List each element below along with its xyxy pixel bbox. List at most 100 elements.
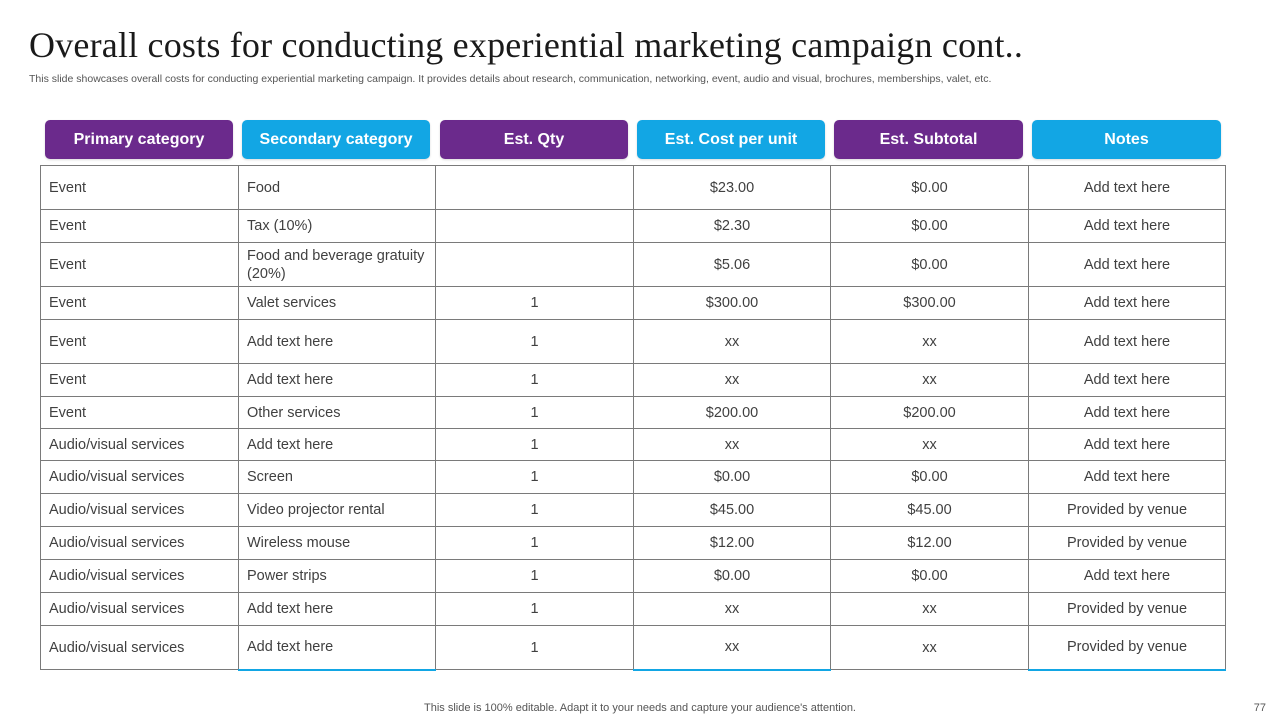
cell-primary-category: Event: [40, 242, 239, 287]
slide-title: Overall costs for conducting experientia…: [29, 25, 1024, 65]
cell-primary-category: Audio/visual services: [40, 559, 239, 593]
cell-est-cost-per-unit: xx: [633, 625, 831, 671]
header-est-cost-per-unit: Est. Cost per unit: [637, 120, 825, 159]
header-est-qty: Est. Qty: [440, 120, 628, 159]
cell-est-qty: [435, 242, 634, 287]
cell-est-qty: 1: [435, 493, 634, 527]
table-row: Audio/visual services Video projector ren…: [40, 493, 1226, 527]
cell-primary-category: Event: [40, 165, 239, 210]
cell-est-cost-per-unit: $2.30: [633, 209, 831, 243]
cell-secondary-category: Food and beverage gratuity (20%): [238, 242, 436, 287]
table-row: Audio/visual services Power strips 1 $0.00 $…: [40, 559, 1226, 593]
cost-table: Event Food $23.00 $0.00 Add text here Event Ta…: [40, 165, 1226, 671]
table-row: Event Add text here 1 xx xx Add text here: [40, 319, 1226, 364]
cell-primary-category: Audio/visual services: [40, 460, 239, 494]
cell-primary-category: Event: [40, 286, 239, 320]
cell-primary-category: Audio/visual services: [40, 592, 239, 626]
cell-notes: Add text here: [1028, 559, 1226, 593]
cell-notes: Provided by venue: [1028, 625, 1226, 671]
header-secondary-category: Secondary category: [242, 120, 430, 159]
cell-primary-category: Event: [40, 396, 239, 429]
cost-table-body: Event Food $23.00 $0.00 Add text here Event Ta…: [40, 165, 1226, 671]
cell-notes: Add text here: [1028, 396, 1226, 429]
cell-est-qty: [435, 165, 634, 210]
cell-est-cost-per-unit: $0.00: [633, 559, 831, 593]
cell-est-cost-per-unit: $0.00: [633, 460, 831, 494]
cell-est-subtotal: $200.00: [830, 396, 1029, 429]
cell-est-cost-per-unit: $200.00: [633, 396, 831, 429]
cell-notes: Add text here: [1028, 165, 1226, 210]
cell-est-qty: 1: [435, 559, 634, 593]
cell-notes: Provided by venue: [1028, 493, 1226, 527]
table-row: Event Add text here 1 xx xx Add text here: [40, 363, 1226, 397]
cell-est-qty: 1: [435, 396, 634, 429]
cell-notes: Add text here: [1028, 209, 1226, 243]
cell-primary-category: Audio/visual services: [40, 493, 239, 527]
cell-primary-category: Audio/visual services: [40, 625, 239, 670]
cell-est-qty: 1: [435, 460, 634, 494]
cell-est-qty: 1: [435, 363, 634, 397]
cell-est-cost-per-unit: $45.00: [633, 493, 831, 527]
cell-est-subtotal: $300.00: [830, 286, 1029, 320]
cell-est-subtotal: $45.00: [830, 493, 1029, 527]
cell-secondary-category: Add text here: [238, 625, 436, 671]
cell-est-subtotal: xx: [830, 363, 1029, 397]
table-row: Event Valet services 1 $300.00 $300.00 Add te…: [40, 286, 1226, 320]
cell-secondary-category: Add text here: [238, 319, 436, 364]
cell-est-cost-per-unit: xx: [633, 428, 831, 461]
cell-est-cost-per-unit: xx: [633, 363, 831, 397]
cell-primary-category: Event: [40, 209, 239, 243]
cell-secondary-category: Other services: [238, 396, 436, 429]
cell-notes: Add text here: [1028, 286, 1226, 320]
cell-est-qty: [435, 209, 634, 243]
cell-primary-category: Event: [40, 363, 239, 397]
cell-est-cost-per-unit: $23.00: [633, 165, 831, 210]
cell-est-subtotal: xx: [830, 428, 1029, 461]
table-row: Audio/visual services Wireless mouse 1 $12.…: [40, 526, 1226, 560]
cell-notes: Add text here: [1028, 428, 1226, 461]
header-est-subtotal: Est. Subtotal: [834, 120, 1023, 159]
cell-primary-category: Audio/visual services: [40, 526, 239, 560]
cell-secondary-category: Add text here: [238, 592, 436, 626]
cell-est-subtotal: $0.00: [830, 165, 1029, 210]
cell-est-subtotal: $0.00: [830, 209, 1029, 243]
header-notes: Notes: [1032, 120, 1221, 159]
cell-est-subtotal: xx: [830, 625, 1029, 670]
footer-note: This slide is 100% editable. Adapt it to…: [424, 702, 856, 714]
cell-secondary-category: Power strips: [238, 559, 436, 593]
cell-est-qty: 1: [435, 319, 634, 364]
cell-est-qty: 1: [435, 286, 634, 320]
cell-notes: Add text here: [1028, 363, 1226, 397]
cell-secondary-category: Wireless mouse: [238, 526, 436, 560]
cell-est-qty: 1: [435, 526, 634, 560]
cell-secondary-category: Video projector rental: [238, 493, 436, 527]
cell-secondary-category: Valet services: [238, 286, 436, 320]
cell-notes: Add text here: [1028, 242, 1226, 287]
table-row: Event Food and beverage gratuity (20%) $5.…: [40, 242, 1226, 287]
cell-est-cost-per-unit: xx: [633, 592, 831, 626]
cell-est-subtotal: $0.00: [830, 460, 1029, 494]
cell-est-subtotal: $0.00: [830, 559, 1029, 593]
cell-secondary-category: Food: [238, 165, 436, 210]
cell-est-subtotal: xx: [830, 319, 1029, 364]
cell-est-subtotal: xx: [830, 592, 1029, 626]
table-row: Event Food $23.00 $0.00 Add text here: [40, 165, 1226, 210]
table-header-row: Primary category Secondary category Est.…: [45, 120, 1221, 159]
table-row: Event Other services 1 $200.00 $200.00 Add te…: [40, 396, 1226, 429]
cell-est-cost-per-unit: $12.00: [633, 526, 831, 560]
cell-est-subtotal: $0.00: [830, 242, 1029, 287]
table-row: Audio/visual services Add text here 1 xx xx P…: [40, 592, 1226, 626]
cell-secondary-category: Tax (10%): [238, 209, 436, 243]
slide-subtitle: This slide showcases overall costs for c…: [29, 73, 992, 85]
cell-notes: Add text here: [1028, 319, 1226, 364]
cell-primary-category: Audio/visual services: [40, 428, 239, 461]
cell-secondary-category: Add text here: [238, 428, 436, 461]
cell-notes: Provided by venue: [1028, 526, 1226, 560]
cell-est-cost-per-unit: $5.06: [633, 242, 831, 287]
cell-est-cost-per-unit: xx: [633, 319, 831, 364]
cell-est-qty: 1: [435, 592, 634, 626]
cell-secondary-category: Add text here: [238, 363, 436, 397]
table-row: Audio/visual services Screen 1 $0.00 $0.00 Ad…: [40, 460, 1226, 494]
table-row: Audio/visual services Add text here 1 xx xx P…: [40, 625, 1226, 671]
table-row: Event Tax (10%) $2.30 $0.00 Add text here: [40, 209, 1226, 243]
